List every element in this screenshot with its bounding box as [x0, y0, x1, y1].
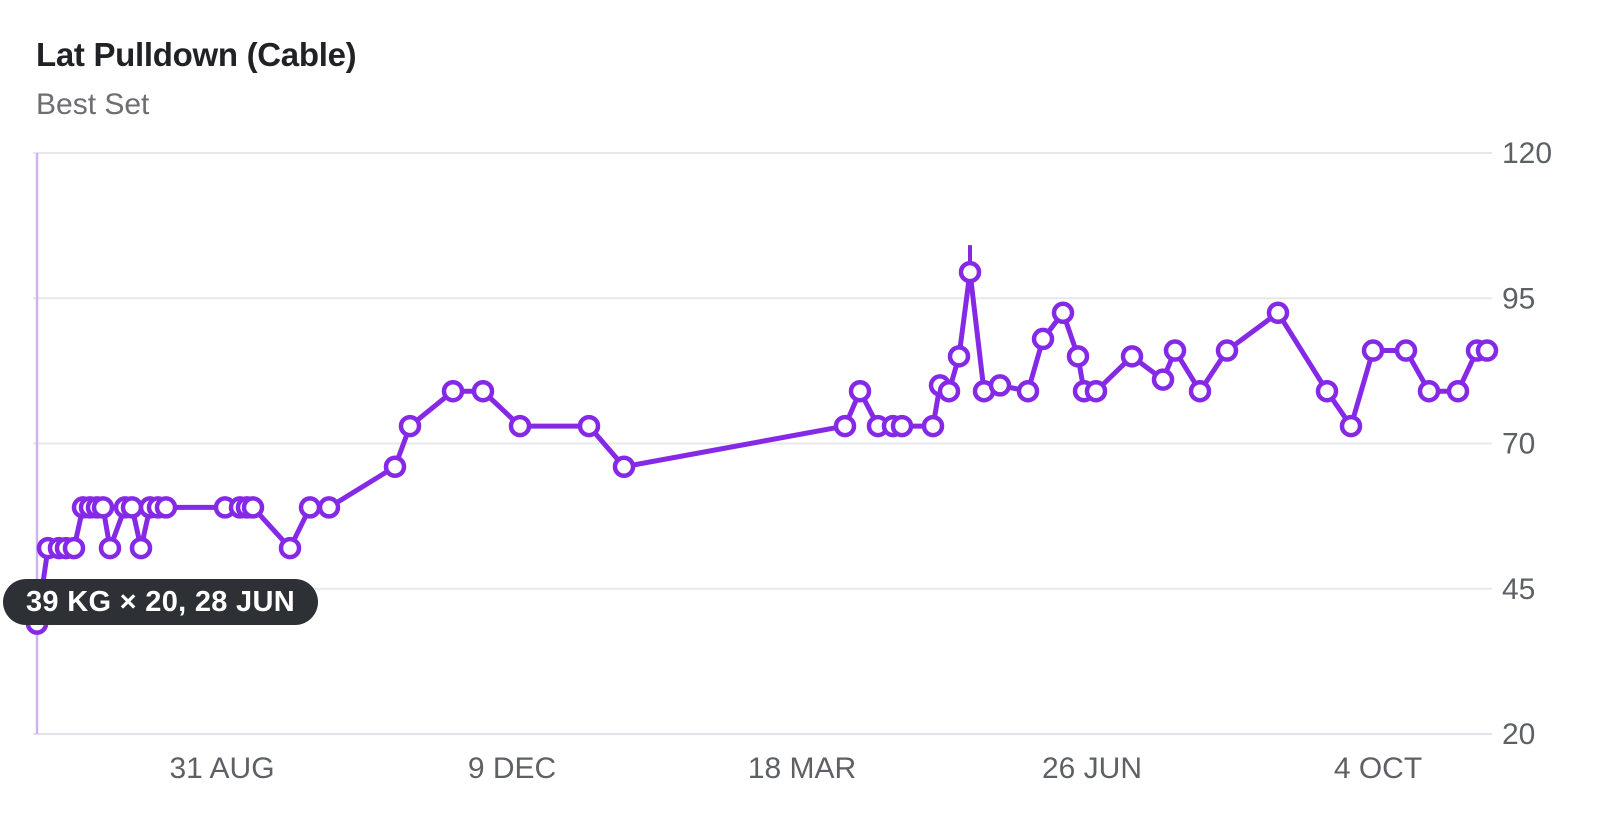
x-axis-tick-label: 18 MAR — [748, 752, 856, 785]
data-point[interactable] — [1051, 301, 1075, 325]
data-point[interactable] — [890, 414, 914, 438]
data-point[interactable] — [988, 374, 1012, 397]
y-axis-tick-label: 70 — [1502, 428, 1535, 461]
data-point[interactable] — [1315, 379, 1339, 403]
series-line — [34, 269, 1490, 627]
data-point[interactable] — [129, 536, 153, 560]
data-point[interactable] — [1446, 379, 1470, 403]
data-point[interactable] — [848, 379, 872, 403]
data-point[interactable] — [1339, 414, 1363, 438]
data-point[interactable] — [1084, 379, 1108, 403]
data-point[interactable] — [1031, 327, 1055, 351]
x-axis-tick-label: 31 AUG — [169, 752, 274, 785]
data-point[interactable] — [1163, 339, 1187, 362]
data-point[interactable] — [278, 536, 302, 560]
data-point[interactable] — [91, 496, 115, 519]
y-axis-tick-label: 95 — [1502, 282, 1535, 315]
data-point[interactable] — [1215, 339, 1239, 362]
data-point[interactable] — [508, 414, 532, 438]
data-point[interactable] — [1066, 345, 1090, 368]
data-point[interactable] — [383, 455, 407, 478]
data-point[interactable] — [1417, 379, 1441, 403]
tooltip-label: 39 KG × 20, 28 JUN — [26, 585, 295, 618]
data-point[interactable] — [471, 379, 495, 403]
data-point[interactable] — [62, 536, 86, 560]
data-point[interactable] — [937, 379, 961, 403]
data-point[interactable] — [958, 260, 982, 284]
chart-title: Lat Pulldown (Cable) — [36, 36, 357, 73]
data-point[interactable] — [577, 414, 601, 438]
data-point[interactable] — [398, 414, 422, 438]
data-point[interactable] — [1475, 339, 1499, 362]
chart-subtitle: Best Set — [36, 88, 150, 121]
data-point[interactable] — [154, 496, 178, 519]
data-point[interactable] — [1151, 368, 1175, 391]
data-point[interactable] — [833, 414, 857, 438]
data-point[interactable] — [1266, 301, 1290, 325]
data-point[interactable] — [921, 414, 945, 438]
x-axis-tick-label: 4 OCT — [1334, 752, 1422, 785]
tooltip: 39 KG × 20, 28 JUN — [3, 579, 318, 625]
data-point[interactable] — [947, 345, 971, 368]
data-point[interactable] — [298, 496, 322, 519]
data-point[interactable] — [1188, 379, 1212, 403]
data-point[interactable] — [120, 496, 144, 519]
data-point[interactable] — [1394, 339, 1418, 362]
data-point[interactable] — [441, 379, 465, 403]
data-point[interactable] — [317, 496, 341, 519]
y-axis-tick-label: 120 — [1502, 137, 1552, 170]
y-axis-tick-label: 45 — [1502, 573, 1535, 606]
data-point[interactable] — [1120, 345, 1144, 368]
data-point[interactable] — [1016, 379, 1040, 403]
data-point[interactable] — [1361, 339, 1385, 362]
data-point[interactable] — [241, 496, 265, 519]
x-axis-tick-label: 9 DEC — [468, 752, 556, 785]
x-axis-tick-label: 26 JUN — [1042, 752, 1142, 785]
y-axis-tick-label: 20 — [1502, 718, 1535, 751]
data-point[interactable] — [98, 536, 122, 560]
data-point[interactable] — [612, 455, 636, 478]
